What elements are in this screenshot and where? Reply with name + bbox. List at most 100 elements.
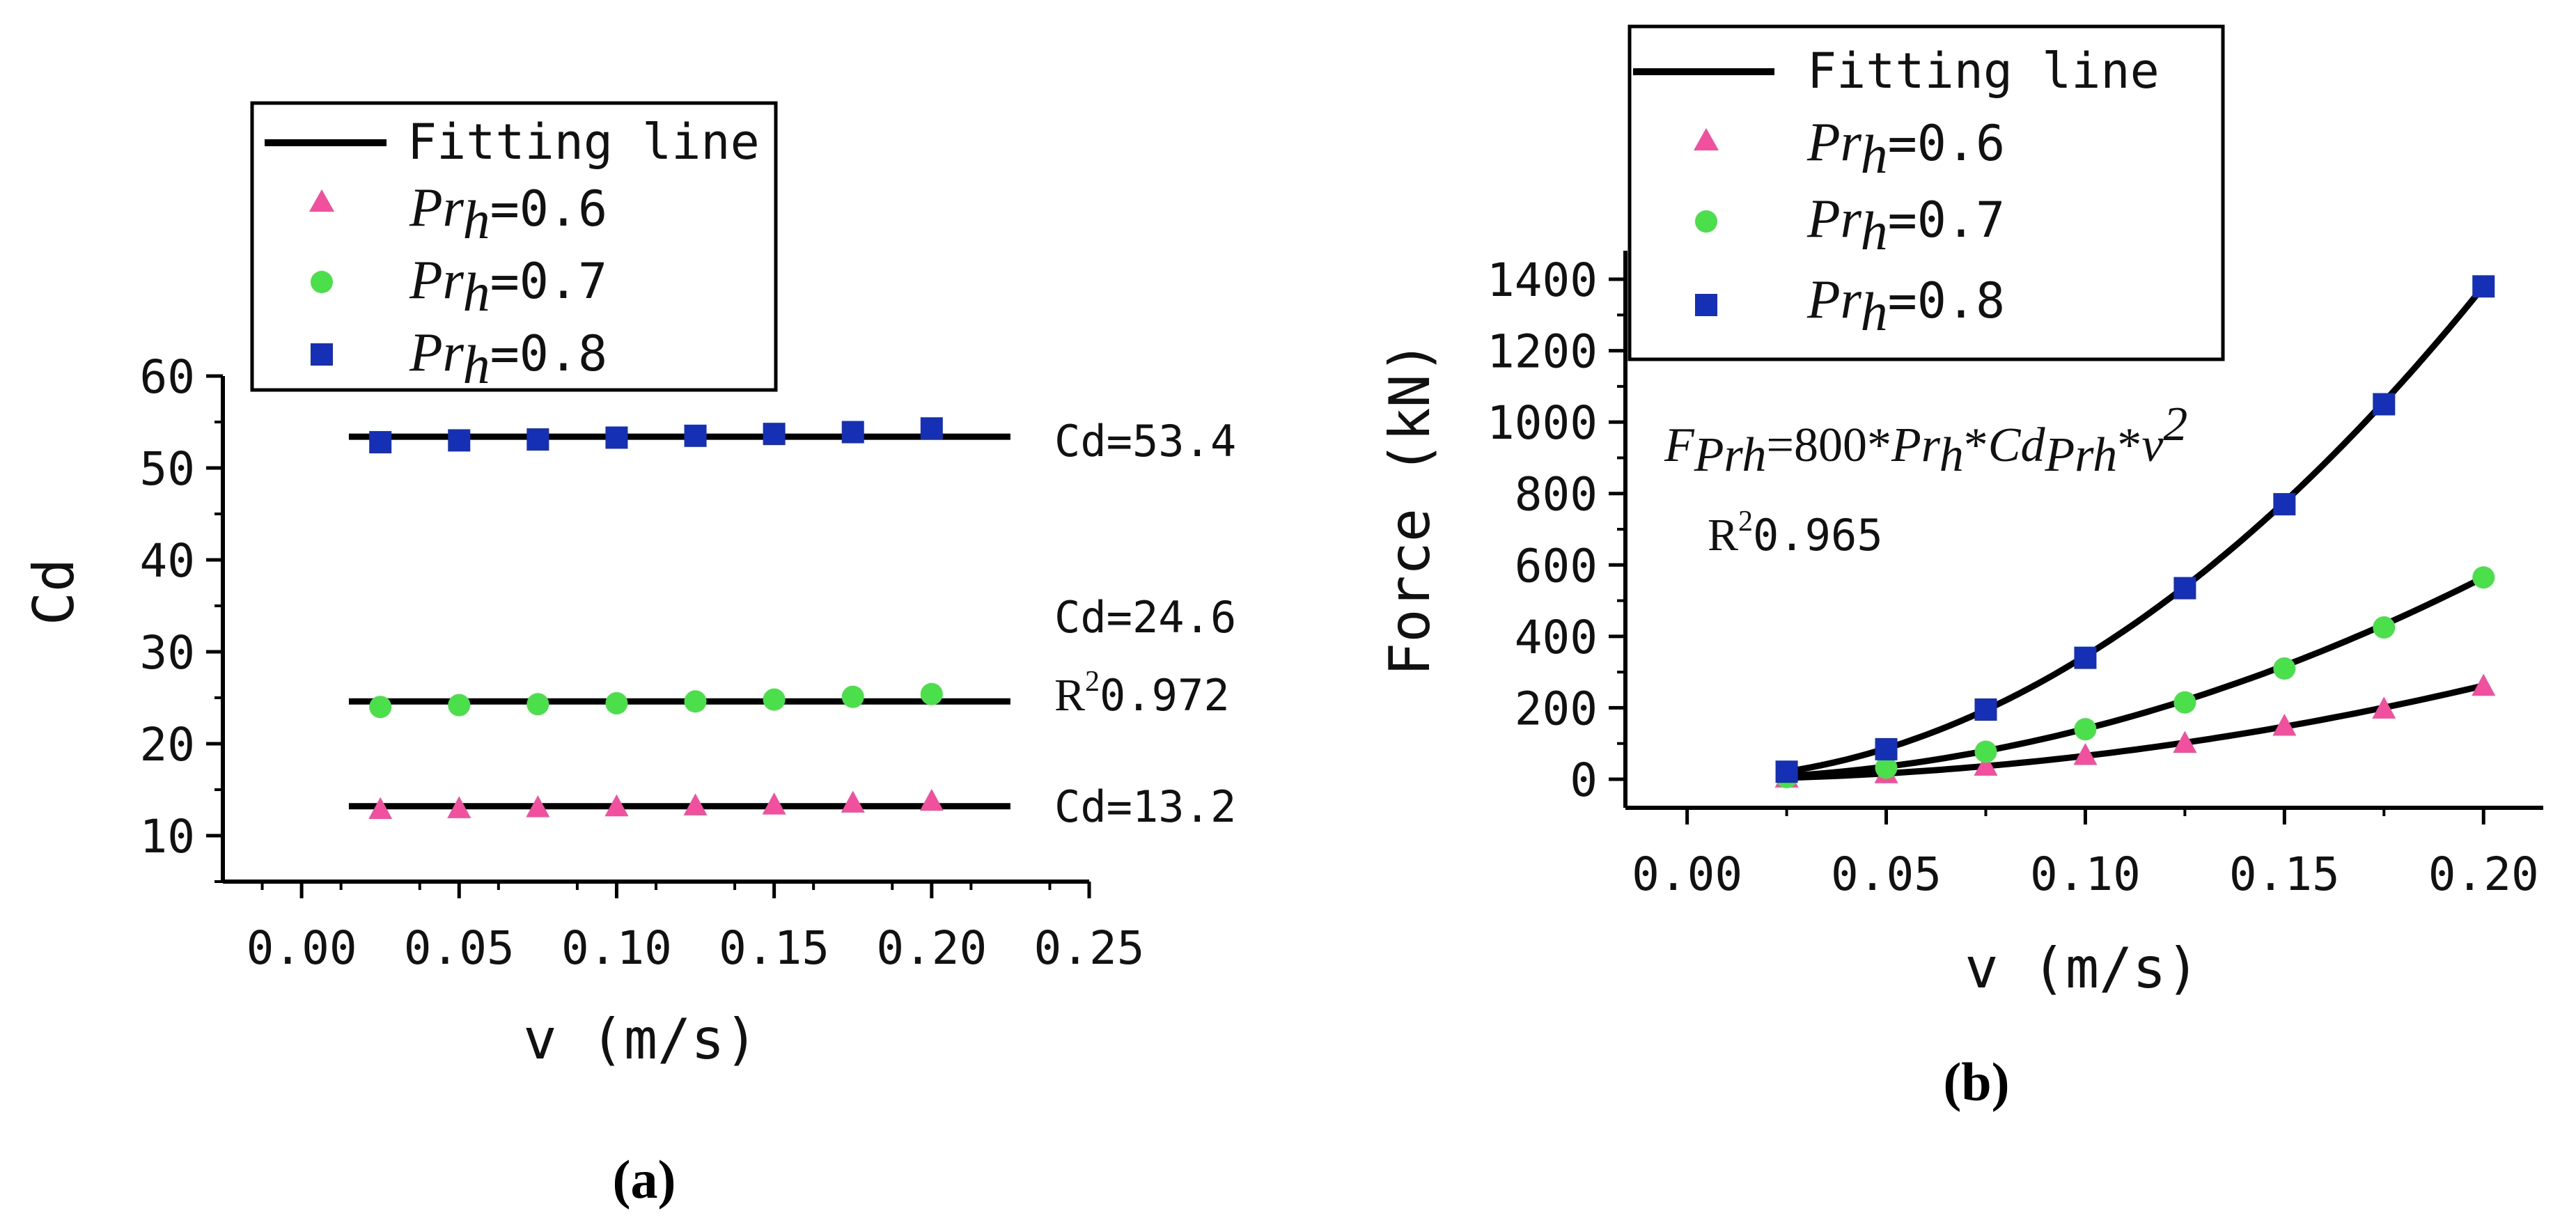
x-tick-label: 0.15 — [2229, 847, 2340, 901]
data-point-s0-2 — [1974, 753, 1998, 776]
y-ticks: 10 20 30 40 50 60 — [140, 350, 223, 883]
y-tick-label: 1200 — [1487, 325, 1598, 379]
r2-value-b: 0.965 — [1753, 510, 1883, 561]
data-point-s0-0 — [368, 797, 393, 820]
legend-entry-0-6: Prh=0.6 — [1806, 111, 2005, 185]
x-tick-label: 0.20 — [876, 921, 987, 975]
data-point-s0-1 — [447, 796, 471, 818]
data-point-s1-7 — [2472, 566, 2495, 589]
y-axis-title-a: Cd — [22, 558, 86, 625]
fit-label-0-7: Cd=24.6 — [1054, 592, 1236, 643]
data-point-s0-4 — [2173, 730, 2197, 753]
r2-label-a: R20.972 — [1054, 666, 1230, 721]
data-point-s0-7 — [919, 788, 944, 811]
y-ticks: 0 200 400 600 800 1000 1200 1400 — [1487, 253, 1625, 807]
data-point-s1-4 — [2173, 691, 2196, 714]
panel-label-a: (a) — [613, 1149, 676, 1210]
fit-curve-0 — [1786, 682, 2485, 781]
data-point-s1-0 — [369, 696, 392, 719]
legend-entry-0-6: Prh=0.6 — [409, 177, 607, 250]
data-point-s2-2 — [526, 428, 549, 451]
data-point-s2-6 — [841, 421, 864, 444]
y-tick-label: 10 — [140, 810, 195, 863]
data-point-s1-7 — [920, 682, 943, 705]
legend-square-icon — [311, 343, 333, 366]
fit-lines — [348, 433, 1010, 810]
data-point-s1-1 — [448, 694, 471, 717]
x-axis-title-a: v (m/s) — [523, 1007, 758, 1072]
data-point-s2-7 — [920, 417, 943, 440]
legend-a: Fitting line Prh=0.6 Prh=0.7 Prh=0.8 — [250, 101, 778, 395]
data-point-s2-1 — [1875, 737, 1898, 760]
r2-label-b: R20.965 — [1708, 506, 1883, 561]
x-tick-label: 0.05 — [404, 921, 515, 975]
legend-entry-0-8: Prh=0.8 — [1806, 269, 2005, 342]
data-point-s2-3 — [2074, 646, 2097, 669]
data-points — [368, 417, 944, 820]
data-point-s2-4 — [2173, 577, 2196, 600]
data-point-s0-4 — [683, 793, 708, 815]
x-ticks: 0.00 0.05 0.10 0.15 0.20 — [1632, 808, 2539, 901]
data-point-s1-6 — [2373, 616, 2396, 639]
legend-entry-0-7: Prh=0.7 — [409, 249, 607, 322]
x-tick-label: 0.20 — [2428, 847, 2539, 901]
y-tick-label: 40 — [140, 534, 195, 588]
legend-entry-0-8: Prh=0.8 — [409, 322, 607, 395]
data-point-s2-5 — [2273, 493, 2296, 516]
legend-fit-label: Fitting line — [1807, 42, 2160, 100]
legend-circle-icon — [1695, 210, 1717, 233]
x-tick-label: 0.10 — [2030, 847, 2141, 901]
y-tick-label: 200 — [1515, 682, 1598, 735]
y-tick-label: 60 — [140, 350, 195, 404]
chart-a: 10 20 30 40 50 60 0.00 0.05 0.10 0.15 0.20 0.25 Cd… — [22, 101, 1236, 1210]
y-tick-label: 0 — [1570, 753, 1598, 807]
r2-value-a: 0.972 — [1100, 670, 1230, 721]
data-point-s0-2 — [526, 795, 550, 818]
data-point-s1-2 — [526, 693, 549, 716]
data-point-s0-6 — [841, 790, 865, 813]
y-tick-label: 20 — [140, 718, 195, 772]
y-tick-label: 30 — [140, 626, 195, 680]
data-point-s0-7 — [2472, 673, 2496, 696]
y-tick-label: 50 — [140, 442, 195, 496]
data-point-s2-5 — [763, 423, 786, 446]
x-tick-label: 0.00 — [1632, 847, 1742, 901]
data-point-s1-2 — [1974, 740, 1997, 763]
data-point-s2-4 — [684, 424, 707, 447]
data-point-s1-5 — [763, 688, 786, 711]
x-tick-label: 0.00 — [247, 921, 357, 975]
fit-curve-2 — [1786, 284, 2486, 775]
data-point-s0-3 — [604, 794, 629, 817]
data-point-s0-5 — [762, 792, 786, 815]
legend-b: Fitting line Prh=0.6 Prh=0.7 Prh=0.8 — [1627, 24, 2225, 361]
data-point-s1-3 — [605, 691, 628, 714]
x-ticks: 0.00 0.05 0.10 0.15 0.20 0.25 — [247, 882, 1145, 975]
legend-box — [250, 101, 778, 392]
legend-entry-0-7: Prh=0.7 — [1806, 188, 2005, 261]
data-point-s2-0 — [369, 431, 392, 454]
legend-triangle-icon — [309, 189, 334, 212]
x-tick-label: 0.05 — [1831, 847, 1942, 901]
data-point-s1-3 — [2074, 718, 2097, 741]
data-point-s0-3 — [2073, 743, 2098, 765]
legend-triangle-icon — [1694, 128, 1719, 150]
data-point-s2-7 — [2472, 275, 2495, 298]
data-point-s1-4 — [684, 690, 707, 713]
fit-curve-1 — [1786, 575, 2485, 779]
data-point-s0-6 — [2372, 696, 2396, 719]
fit-label-0-8: Cd=53.4 — [1054, 416, 1236, 467]
data-point-s2-0 — [1775, 760, 1798, 783]
fit-curves — [1786, 284, 2486, 781]
fit-label-0-6: Cd=13.2 — [1054, 781, 1236, 832]
x-tick-label: 0.15 — [719, 921, 829, 975]
fit-equation: FPrh=800*Prh*CdPrh*v2 — [1664, 398, 2187, 482]
x-tick-label: 0.10 — [561, 921, 672, 975]
data-point-s0-5 — [2272, 714, 2297, 736]
data-points — [1774, 275, 2496, 788]
x-tick-label: 0.25 — [1034, 921, 1145, 975]
data-point-s1-6 — [841, 685, 864, 708]
y-tick-label: 600 — [1515, 539, 1598, 593]
x-axis-title-b: v (m/s) — [1965, 936, 2199, 1001]
